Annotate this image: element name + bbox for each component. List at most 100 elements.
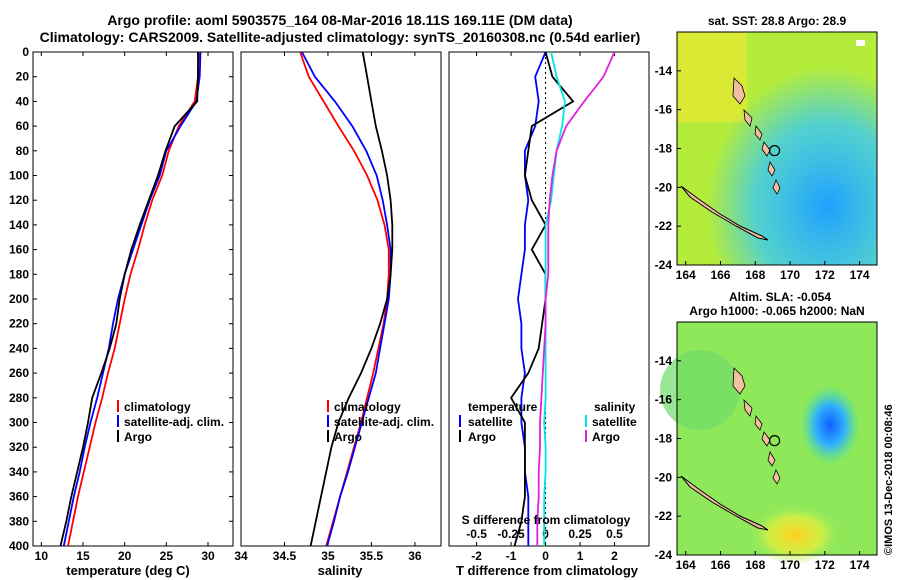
- x-tick-label: -1: [506, 549, 517, 563]
- lat-tick-label: -20: [655, 180, 673, 194]
- depth-tick-label: 160: [9, 243, 29, 257]
- sla-low-anomaly: [800, 385, 860, 465]
- depth-tick-label: 60: [16, 119, 30, 133]
- x-tick-label: 34: [234, 549, 248, 563]
- lon-tick-label: 168: [745, 558, 765, 572]
- s-difference-axis-ticks: -0.5 -0.25 0 0.25 0.5: [466, 527, 623, 541]
- difference-legend-temperature: temperature satellite Argo: [459, 400, 538, 444]
- depth-tick-label: 140: [9, 218, 29, 232]
- sla-map-subtitle: Argo h1000: -0.065 h2000: NaN: [689, 304, 864, 318]
- temp-line-argo: [59, 52, 199, 546]
- new-caledonia-landmass: [680, 475, 769, 531]
- temperature-axis-ticks: 10 15 20 25 30: [35, 52, 215, 563]
- legend-title-salinity: salinity: [594, 400, 636, 414]
- s-diff-tick-label: 0: [542, 527, 549, 541]
- sla-high-anomaly: [750, 505, 840, 565]
- legend-label-temp-satellite: satellite: [468, 415, 513, 429]
- x-tick-label: 34.5: [273, 549, 297, 563]
- lon-tick-label: 170: [780, 268, 800, 282]
- lon-tick-label: 164: [676, 558, 696, 572]
- depth-tick-label: 180: [9, 267, 29, 281]
- sla-map: Altim. SLA: -0.054 Argo h1000: -0.065 h2…: [655, 290, 878, 572]
- lon-tick-label: 174: [850, 268, 870, 282]
- sla-map-title: Altim. SLA: -0.054: [729, 290, 831, 304]
- depth-tick-label: 80: [16, 144, 30, 158]
- lat-tick-label: -24: [655, 548, 673, 562]
- legend-label-temp-argo: Argo: [468, 430, 496, 444]
- s-diff-tick-label: 0.5: [606, 527, 623, 541]
- legend-label-sal-argo: Argo: [592, 430, 620, 444]
- salinity-axis-ticks: 34 34.5 35 35.5 36: [234, 52, 422, 563]
- figure-title-line1: Argo profile: aoml 5903575_164 08-Mar-20…: [107, 12, 573, 28]
- lon-tick-label: 166: [710, 558, 730, 572]
- salinity-panel: 34 34.5 35 35.5 36 salinity climatology sate…: [234, 51, 442, 578]
- lat-tick-label: -16: [655, 393, 673, 407]
- depth-tick-label: 380: [9, 514, 29, 528]
- x-tick-label: 1: [577, 549, 584, 563]
- t-difference-axis-label: T difference from climatology: [456, 563, 639, 578]
- sal-line-argo: [309, 52, 394, 546]
- lat-tick-label: -22: [655, 509, 673, 523]
- s-diff-tick-label: -0.25: [497, 527, 525, 541]
- x-tick-label: 36: [408, 549, 422, 563]
- lat-tick-label: -24: [655, 258, 673, 272]
- temperature-axis-label: temperature (deg C): [66, 563, 190, 578]
- difference-legend-salinity: salinity satellite Argo: [585, 400, 637, 444]
- diff-line-salinity-argo: [536, 52, 616, 546]
- lat-tick-label: -22: [655, 219, 673, 233]
- lon-tick-label: 172: [815, 558, 835, 572]
- figure-title-line2: Climatology: CARS2009. Satellite-adjuste…: [39, 29, 641, 45]
- depth-tick-label: 220: [9, 317, 29, 331]
- depth-tick-label: 260: [9, 366, 29, 380]
- legend-label-climatology: climatology: [334, 400, 401, 414]
- depth-tick-label: 300: [9, 416, 29, 430]
- x-tick-label: 35.5: [360, 549, 384, 563]
- lon-tick-label: 168: [745, 268, 765, 282]
- lon-tick-label: 166: [710, 268, 730, 282]
- x-tick-label: 25: [160, 549, 174, 563]
- x-tick-label: -2: [471, 549, 482, 563]
- s-diff-tick-label: 0.25: [568, 527, 592, 541]
- depth-tick-label: 20: [16, 70, 30, 84]
- salinity-axis-label: salinity: [318, 563, 364, 578]
- vanuatu-island-chain: [743, 398, 781, 485]
- lat-tick-label: -16: [655, 103, 673, 117]
- sla-patch-west: [660, 350, 740, 430]
- vanuatu-island-chain: [743, 108, 781, 195]
- s-diff-tick-label: -0.5: [466, 527, 487, 541]
- lat-tick-label: -18: [655, 432, 673, 446]
- temp-line-satellite-adj-clim-: [62, 52, 202, 546]
- x-tick-label: 2: [611, 549, 618, 563]
- legend-label-satellite: satellite-adj. clim.: [334, 415, 434, 429]
- x-tick-label: 0: [542, 549, 549, 563]
- sst-missing-data-patch: [856, 40, 865, 46]
- depth-tick-label: 40: [16, 94, 30, 108]
- x-tick-label: 10: [35, 549, 49, 563]
- lon-tick-label: 172: [815, 268, 835, 282]
- lat-tick-label: -20: [655, 470, 673, 484]
- legend-label-argo: Argo: [124, 430, 152, 444]
- x-tick-label: 20: [118, 549, 132, 563]
- depth-tick-label: 100: [9, 169, 29, 183]
- lon-tick-label: 170: [780, 558, 800, 572]
- x-tick-label: 35: [321, 549, 335, 563]
- depth-tick-label: 0: [22, 45, 29, 59]
- sst-map: sat. SST: 28.8 Argo: 28.9 164 166 168 170 17…: [655, 14, 878, 282]
- lat-tick-label: -14: [655, 64, 673, 78]
- depth-tick-label: 120: [9, 193, 29, 207]
- depth-tick-label: 240: [9, 341, 29, 355]
- sla-argo-location-marker: [768, 435, 781, 447]
- s-difference-axis-label: S difference from climatology: [462, 513, 631, 527]
- x-tick-label: 30: [201, 549, 215, 563]
- vanuatu-north-island: [732, 367, 746, 395]
- temperature-panel: 0204060801001201401601802002202402602803…: [9, 45, 649, 578]
- legend-label-sal-satellite: satellite: [592, 415, 637, 429]
- sst-argo-location-marker: [768, 145, 781, 157]
- new-caledonia-landmass: [680, 185, 769, 241]
- depth-tick-label: 200: [9, 292, 29, 306]
- lat-tick-label: -18: [655, 142, 673, 156]
- lon-tick-label: 174: [850, 558, 870, 572]
- salinity-legend: climatology satellite-adj. clim. Argo: [327, 400, 434, 444]
- legend-label-satellite: satellite-adj. clim.: [124, 415, 224, 429]
